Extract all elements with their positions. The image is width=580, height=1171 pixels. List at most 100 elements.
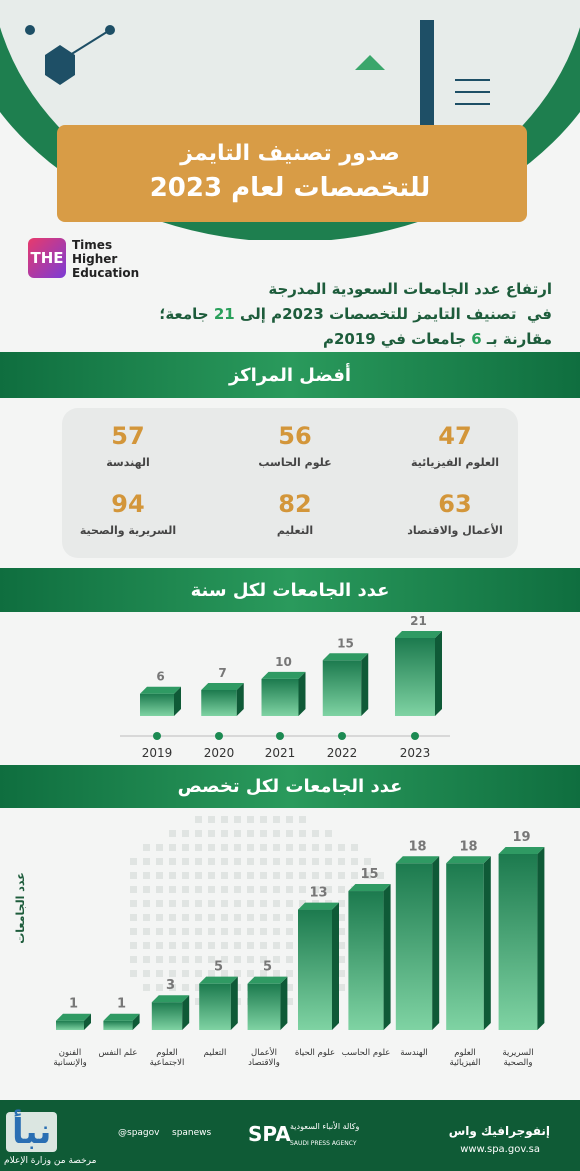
footer: إنفوجرافيك واس www.spa.gov.sa SPA وكالة … xyxy=(0,1100,580,1171)
section-band: أفضل المراكز xyxy=(0,352,580,398)
map-dot xyxy=(299,830,306,837)
bar xyxy=(261,678,299,716)
map-dot xyxy=(234,970,241,977)
bar-top xyxy=(322,653,369,661)
rank-number: 94 xyxy=(111,490,145,518)
bar xyxy=(201,690,237,716)
bar xyxy=(395,863,433,1030)
map-dot xyxy=(234,914,241,921)
x-tick-label: التعليم xyxy=(203,1048,227,1058)
rank-label: العلوم الفيزيائية xyxy=(410,456,500,469)
map-dot xyxy=(195,816,202,823)
map-dot xyxy=(221,914,228,921)
map-dot xyxy=(169,830,176,837)
map-dot xyxy=(182,984,189,991)
map-dot xyxy=(221,886,228,893)
value-label: 6 xyxy=(156,670,164,684)
value-label: 10 xyxy=(275,655,292,669)
map-dot xyxy=(247,830,254,837)
map-dot xyxy=(182,844,189,851)
map-dot xyxy=(143,900,150,907)
map-dot xyxy=(169,984,176,991)
map-dot xyxy=(260,970,267,977)
value-label: 18 xyxy=(408,839,426,854)
map-dot xyxy=(195,970,202,977)
map-dot xyxy=(351,844,358,851)
map-dot xyxy=(156,942,163,949)
x-tick-label: الهندسة xyxy=(400,1048,428,1058)
map-dot xyxy=(221,970,228,977)
map-dot xyxy=(234,872,241,879)
x-tick-label: العلوم الفيزيائية xyxy=(449,1048,481,1069)
map-dot xyxy=(208,970,215,977)
map-dot xyxy=(130,886,137,893)
bar-top xyxy=(298,902,339,910)
bar-top xyxy=(261,671,306,679)
x-tick-label: 2019 xyxy=(142,746,173,760)
map-dot xyxy=(182,858,189,865)
map-dot xyxy=(221,816,228,823)
map-dot xyxy=(338,914,345,921)
map-dot xyxy=(286,830,293,837)
map-dot xyxy=(169,970,176,977)
map-dot xyxy=(377,872,384,879)
chart-area: عدد الجامعات 1 1 3 5 5 13 15 18 18 19 الفنون والإن… xyxy=(0,808,580,1100)
bar xyxy=(298,909,332,1030)
map-dot xyxy=(182,942,189,949)
map-dot xyxy=(169,858,176,865)
value-label: 15 xyxy=(360,867,378,882)
value-label: 19 xyxy=(512,830,530,845)
map-dot xyxy=(273,928,280,935)
map-dot xyxy=(325,844,332,851)
map-dot xyxy=(234,816,241,823)
x-tick-label: الأعمال والاقتصاد xyxy=(248,1048,280,1069)
rank-number: 57 xyxy=(111,422,145,450)
map-dot xyxy=(260,858,267,865)
map-dot xyxy=(208,900,215,907)
map-dot xyxy=(195,984,202,991)
map-dot xyxy=(351,858,358,865)
map-dot xyxy=(156,900,163,907)
map-dot xyxy=(143,844,150,851)
bar-side xyxy=(280,976,288,1030)
map-dot xyxy=(143,928,150,935)
map-dot xyxy=(221,830,228,837)
map-dot xyxy=(221,900,228,907)
x-tick-label: 2020 xyxy=(204,746,235,760)
map-dot xyxy=(338,942,345,949)
map-dot xyxy=(338,858,345,865)
map-dot xyxy=(221,928,228,935)
bar xyxy=(199,983,231,1030)
y-axis-label: عدد الجامعات xyxy=(14,872,27,944)
map-dot xyxy=(182,956,189,963)
map-dot xyxy=(273,886,280,893)
map-dot xyxy=(143,886,150,893)
map-dot xyxy=(286,900,293,907)
map-dot xyxy=(338,956,345,963)
map-dot xyxy=(260,942,267,949)
map-dot xyxy=(130,928,137,935)
map-dot xyxy=(338,844,345,851)
bar-side xyxy=(537,847,545,1030)
map-dot xyxy=(247,816,254,823)
map-dot xyxy=(195,900,202,907)
section-band: عدد الجامعات لكل سنة xyxy=(0,568,580,612)
map-dot xyxy=(143,872,150,879)
map-dot xyxy=(156,844,163,851)
map-dot xyxy=(286,998,293,1005)
map-dot xyxy=(130,872,137,879)
footer-agency-en: SAUDI PRESS AGENCY xyxy=(290,1140,357,1147)
rank-number: 82 xyxy=(278,490,312,518)
logo-line: Times xyxy=(72,238,113,252)
x-tick-label: الفنون والإنسانية xyxy=(53,1048,87,1069)
map-dot xyxy=(169,928,176,935)
bar-top xyxy=(395,631,442,638)
bar-top xyxy=(446,856,491,864)
map-dot xyxy=(247,970,254,977)
bar-side xyxy=(432,856,440,1030)
map-dot xyxy=(182,928,189,935)
map-dot xyxy=(143,984,150,991)
map-dot xyxy=(299,816,306,823)
map-dot xyxy=(221,858,228,865)
title-line: للتخصصات لعام 2023 xyxy=(150,173,431,203)
